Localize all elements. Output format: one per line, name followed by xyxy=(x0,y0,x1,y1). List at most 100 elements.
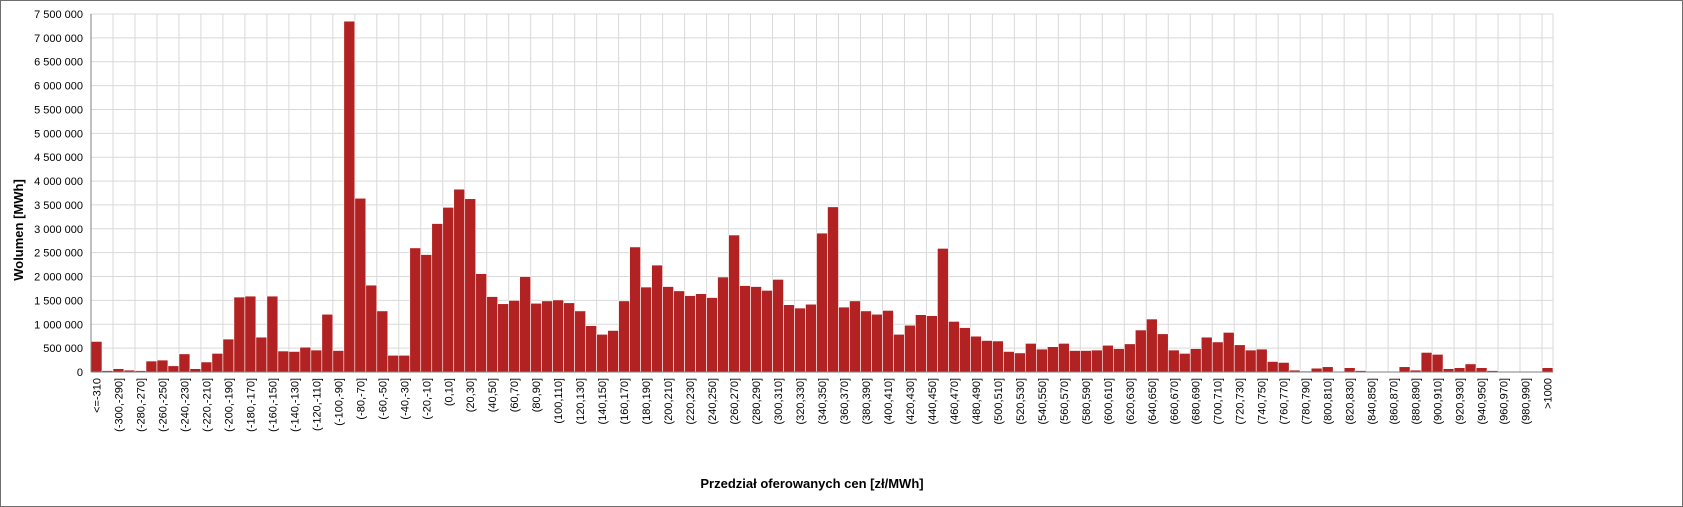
y-tick-label: 1 500 000 xyxy=(34,295,83,307)
x-tick-label: (760,770] xyxy=(1279,378,1291,424)
bar xyxy=(475,273,488,373)
x-tick-label: (940,950] xyxy=(1477,378,1489,424)
x-tick-label: (-280,-270] xyxy=(135,378,147,432)
x-tick-label: (960,970] xyxy=(1499,378,1511,424)
x-tick-label: (540,550] xyxy=(1037,378,1049,424)
x-tick-label: (140,150] xyxy=(597,378,609,424)
bar xyxy=(596,333,608,373)
bar xyxy=(1475,367,1488,373)
bar xyxy=(915,314,927,373)
x-tick-label: (780,790] xyxy=(1301,378,1313,424)
bar xyxy=(310,349,323,373)
x-tick-label: (400,410] xyxy=(883,378,895,424)
x-tick-label: (800,810] xyxy=(1323,378,1335,424)
x-tick-label: (40,50] xyxy=(487,378,499,412)
x-tick-label: (-220,-210] xyxy=(201,378,213,432)
bar xyxy=(508,300,521,373)
x-tick-label: (300,310] xyxy=(773,378,785,424)
bar xyxy=(299,346,312,373)
bar xyxy=(178,353,191,373)
x-tick-label: (340,350] xyxy=(817,378,829,424)
bar xyxy=(728,234,740,373)
bar xyxy=(772,279,784,373)
gridlines xyxy=(90,13,1554,373)
x-tick-label: (380,390] xyxy=(861,378,873,424)
bar xyxy=(530,302,542,373)
y-axis-ticks: 0 500 000 1 000 000 1 500 000 2 000 000 2 500… xyxy=(34,9,83,379)
bar xyxy=(893,333,905,373)
bar xyxy=(1102,344,1114,373)
x-tick-label: (-260,-250] xyxy=(157,378,169,432)
bar xyxy=(1233,344,1246,373)
x-tick-label: (980,990] xyxy=(1521,378,1533,424)
bar xyxy=(794,307,806,373)
bar xyxy=(145,360,158,373)
bar xyxy=(167,365,180,373)
bar xyxy=(442,207,455,373)
x-tick-label: (-240,-230] xyxy=(179,378,191,432)
bar xyxy=(761,290,773,373)
bar xyxy=(992,340,1004,373)
x-tick-label: (420,430] xyxy=(905,378,917,424)
bar xyxy=(266,295,279,373)
bar xyxy=(90,341,103,373)
bar xyxy=(321,313,334,373)
x-tick-label: (720,730] xyxy=(1235,378,1247,424)
bar xyxy=(1134,329,1147,373)
bar xyxy=(409,247,422,373)
bar xyxy=(1167,349,1180,373)
x-tick-label: (-20,-10] xyxy=(421,378,433,420)
bar xyxy=(1420,352,1433,373)
y-tick-label: 3 000 000 xyxy=(34,224,83,236)
bar xyxy=(552,299,564,373)
bar xyxy=(1255,348,1268,373)
y-tick-label: 5 500 000 xyxy=(34,104,83,116)
bar xyxy=(453,188,466,373)
bar xyxy=(332,350,345,373)
bar xyxy=(497,303,510,373)
x-tick-label: (740,750] xyxy=(1257,378,1269,424)
bar xyxy=(376,310,389,373)
y-tick-label: 4 000 000 xyxy=(34,176,83,188)
x-tick-label: (-60,-50] xyxy=(377,378,389,420)
bar xyxy=(640,286,652,373)
bar xyxy=(1123,343,1136,373)
bar xyxy=(618,300,630,373)
bar xyxy=(1189,348,1202,373)
x-tick-label: (920,930] xyxy=(1455,378,1467,424)
bar xyxy=(1058,343,1070,373)
x-tick-label: (60,70] xyxy=(509,378,521,412)
x-tick-label: (900,910] xyxy=(1433,378,1445,424)
x-tick-label: (0,10] xyxy=(443,378,455,406)
bar xyxy=(420,254,433,373)
y-axis-title: Wolumen [MWh] xyxy=(11,179,26,281)
bar xyxy=(739,285,751,373)
bar xyxy=(354,197,367,373)
x-tick-label: (560,570] xyxy=(1059,378,1071,424)
x-tick-label: (820,830] xyxy=(1345,378,1357,424)
bar xyxy=(1200,336,1213,373)
x-tick-label: (-140,-130] xyxy=(289,378,301,432)
x-tick-label: (660,670] xyxy=(1169,378,1181,424)
bar xyxy=(783,304,795,373)
bar xyxy=(343,20,356,373)
x-tick-label: (-120,-110] xyxy=(311,378,323,431)
x-tick-label: (220,230] xyxy=(685,378,697,424)
bar xyxy=(1025,343,1037,373)
x-tick-label: (680,690] xyxy=(1191,378,1203,424)
y-tick-label: 4 500 000 xyxy=(34,152,83,164)
y-tick-label: 0 xyxy=(77,367,83,379)
x-tick-label: (860,870] xyxy=(1389,378,1401,424)
bar xyxy=(1036,348,1048,373)
bar xyxy=(222,338,235,373)
x-tick-label: (280,290] xyxy=(751,378,763,424)
bar xyxy=(937,248,949,373)
y-tick-label: 6 500 000 xyxy=(34,57,83,69)
y-tick-label: 7 000 000 xyxy=(34,33,83,45)
bar xyxy=(706,297,718,373)
bar xyxy=(1178,353,1191,373)
x-tick-label: (160,170] xyxy=(619,378,631,424)
bar xyxy=(1266,361,1279,373)
x-tick-label: (-100,-90] xyxy=(333,378,345,426)
bar xyxy=(805,303,817,373)
